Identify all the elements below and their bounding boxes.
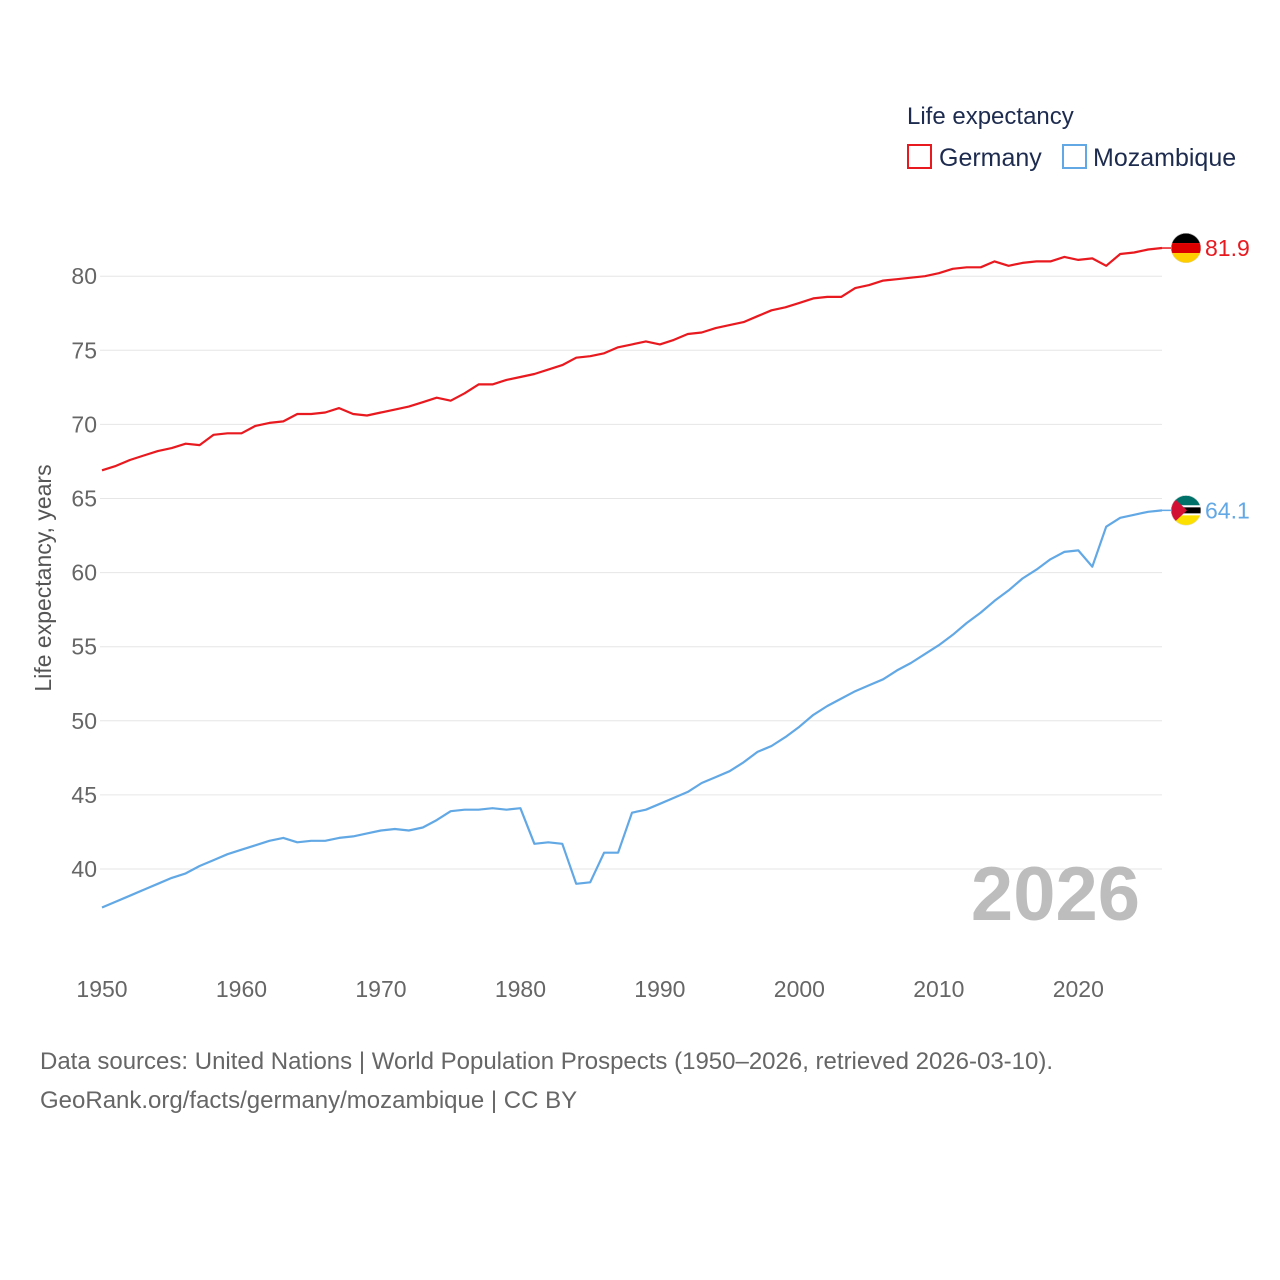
y-tick-label: 80 <box>71 263 97 289</box>
y-tick-label: 60 <box>71 560 97 586</box>
legend-label-germany[interactable]: Germany <box>939 144 1042 172</box>
x-tick-label: 1990 <box>634 976 685 1002</box>
legend-swatch-germany <box>907 144 932 169</box>
legend-label-mozambique[interactable]: Mozambique <box>1093 144 1236 172</box>
x-tick-label: 1980 <box>495 976 546 1002</box>
end-value-label-germany: 81.9 <box>1205 235 1250 261</box>
source-note: Data sources: United Nations | World Pop… <box>40 1042 1240 1120</box>
x-axis-ticks: 1950 1960 1970 1980 1990 2000 2010 2020 <box>76 976 1103 1002</box>
series-line-mozambique[interactable] <box>101 509 1163 909</box>
x-tick-label: 2010 <box>913 976 964 1002</box>
x-tick-label: 1960 <box>216 976 267 1002</box>
grid-lines <box>100 275 1162 870</box>
legend: Life expectancy Germany Mozambique <box>907 103 1236 172</box>
legend-title: Life expectancy <box>907 103 1074 130</box>
x-tick-label: 2020 <box>1053 976 1104 1002</box>
y-tick-label: 75 <box>71 337 97 363</box>
y-tick-label: 40 <box>71 856 97 882</box>
legend-swatch-mozambique <box>1062 144 1087 169</box>
year-watermark: 2026 <box>971 852 1140 937</box>
x-tick-label: 2000 <box>774 976 825 1002</box>
y-tick-label: 65 <box>71 486 97 512</box>
y-axis-ticks: 40 45 50 55 60 65 70 75 80 <box>71 263 97 882</box>
y-tick-label: 70 <box>71 411 97 437</box>
germany-flag <box>1171 233 1201 264</box>
y-axis-title: Life expectancy, years <box>30 464 56 691</box>
y-tick-label: 45 <box>71 782 97 808</box>
series-lines <box>101 246 1163 909</box>
source-url[interactable]: GeoRank.org/facts/germany/mozambique | C… <box>40 1087 578 1114</box>
x-tick-label: 1970 <box>355 976 406 1002</box>
mozambique-flag <box>1171 495 1201 526</box>
y-tick-label: 55 <box>71 634 97 660</box>
x-tick-label: 1950 <box>76 976 127 1002</box>
y-tick-label: 50 <box>71 708 97 734</box>
series-line-germany[interactable] <box>101 246 1163 472</box>
end-value-label-mozambique: 64.1 <box>1205 497 1250 523</box>
source-line: Data sources: United Nations | World Pop… <box>40 1048 1054 1075</box>
end-markers: 81.9 64.1 <box>1162 233 1250 526</box>
